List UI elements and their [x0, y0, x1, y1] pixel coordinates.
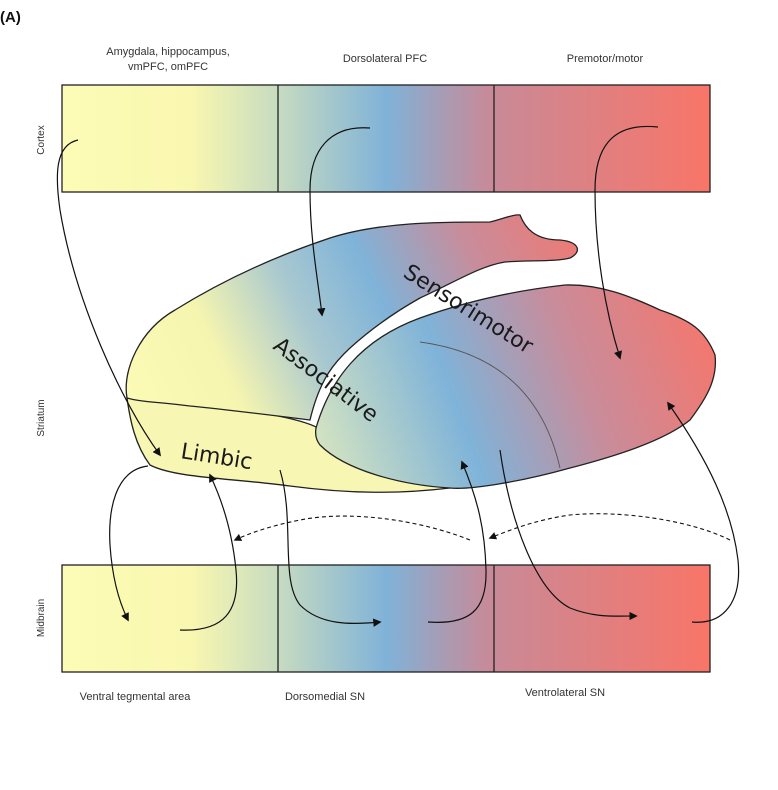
arrow-associative-to-dmsn [279, 469, 382, 627]
top-label-premotor-motor: Premotor/motor [567, 53, 644, 65]
arrow-vlsn-to-sensorimotor [667, 401, 740, 623]
panel-label: (A) [0, 9, 21, 26]
striatum-shape [125, 214, 717, 493]
arrow-dlpfc-to-associative [309, 127, 371, 317]
midbrain-bar [61, 564, 711, 673]
arrow-limbic-to-vta [109, 465, 149, 622]
bottom-label-ventrolateral-sn: Ventrolateral SN [525, 687, 605, 699]
side-label-midbrain: Midbrain [36, 599, 47, 637]
putamen-region [314, 284, 717, 489]
bottom-label-vta: Ventral tegmental area [80, 691, 192, 703]
side-label-striatum: Striatum [36, 399, 47, 436]
striatum-to-midbrain-arrows [109, 449, 638, 627]
dashed-arrow-sensorimotor-to-associative [488, 513, 731, 541]
dashed-arrow-associative-to-limbic [233, 515, 471, 541]
arrow-dmsn-to-associative [427, 460, 487, 623]
side-label-cortex: Cortex [36, 125, 47, 154]
arrow-sensorimotor-to-vlsn [499, 449, 638, 621]
arrow-vta-to-limbic [179, 473, 238, 631]
arrow-motor-to-sensorimotor [594, 125, 659, 360]
cortex-bar [61, 84, 711, 193]
spiral-dashed-arrows [233, 513, 731, 541]
caudate-region [125, 214, 579, 421]
top-label-limbic-line2: vmPFC, omPFC [128, 61, 208, 73]
bottom-label-dorsomedial-sn: Dorsomedial SN [285, 691, 365, 703]
cortex-to-striatum-arrows [56, 125, 659, 457]
midbrain-to-striatum-arrows [179, 401, 740, 631]
arrow-limbic-cortex-to-striatum [56, 139, 161, 457]
top-label-dorsolateral-pfc: Dorsolateral PFC [343, 53, 427, 65]
top-label-limbic-line1: Amygdala, hippocampus, [106, 46, 230, 58]
